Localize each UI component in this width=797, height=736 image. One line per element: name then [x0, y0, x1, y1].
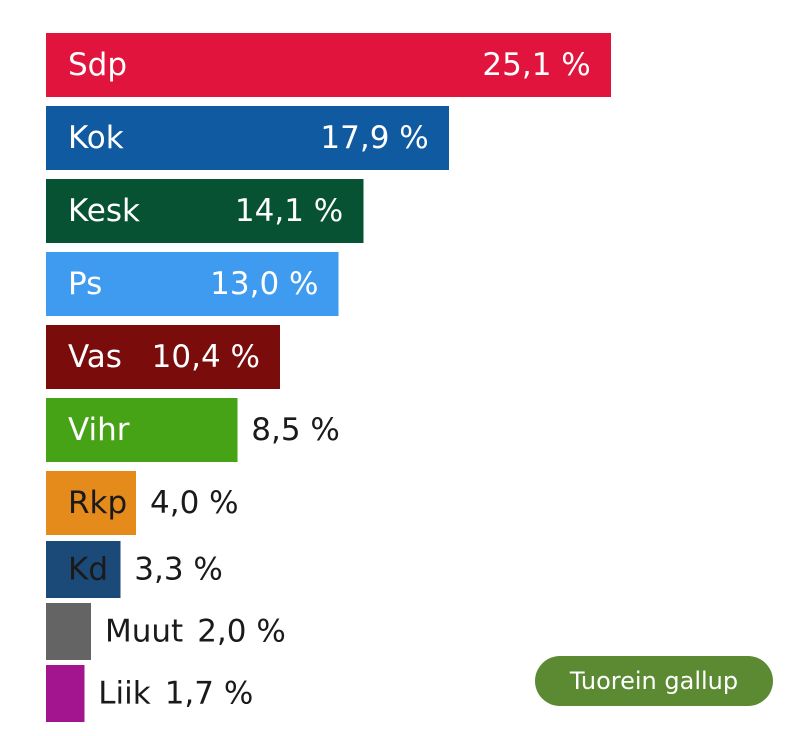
bar-muut: [46, 603, 91, 660]
bar-label-vihr: Vihr: [68, 412, 130, 448]
bar-rkp: [46, 471, 136, 535]
bar-label-sdp: Sdp: [68, 47, 127, 83]
bar-label-muut: Muut: [105, 614, 183, 650]
bar-label-kok: Kok: [68, 120, 124, 156]
bar-value-kesk: 14,1 %: [235, 193, 343, 229]
bar-value-liik: 1,7 %: [165, 676, 254, 712]
bar-value-muut: 2,0 %: [197, 614, 286, 650]
bar-value-sdp: 25,1 %: [482, 47, 590, 83]
bar-kok: [46, 106, 449, 170]
bar-sdp: [46, 33, 611, 97]
bar-value-rkp: 4,0 %: [150, 485, 239, 521]
bar-liik: [46, 665, 85, 722]
bar-label-vas: Vas: [68, 339, 122, 375]
bar-value-ps: 13,0 %: [210, 266, 318, 302]
bar-kesk: [46, 179, 364, 243]
bar-vas: [46, 325, 280, 389]
bar-label-kesk: Kesk: [68, 193, 140, 229]
bar-value-kd: 3,3 %: [134, 552, 223, 588]
bar-label-ps: Ps: [68, 266, 102, 302]
bar-value-kok: 17,9 %: [320, 120, 428, 156]
bar-ps: [46, 252, 339, 316]
bar-label-rkp: Rkp: [68, 485, 127, 521]
bar-value-vihr: 8,5 %: [251, 412, 340, 448]
latest-poll-badge[interactable]: Tuorein gallup: [535, 656, 773, 706]
bar-vihr: [46, 398, 238, 462]
bar-kd: [46, 541, 121, 598]
bar-value-vas: 10,4 %: [152, 339, 260, 375]
bar-label-liik: Liik: [98, 676, 150, 712]
bar-label-kd: Kd: [68, 552, 108, 588]
